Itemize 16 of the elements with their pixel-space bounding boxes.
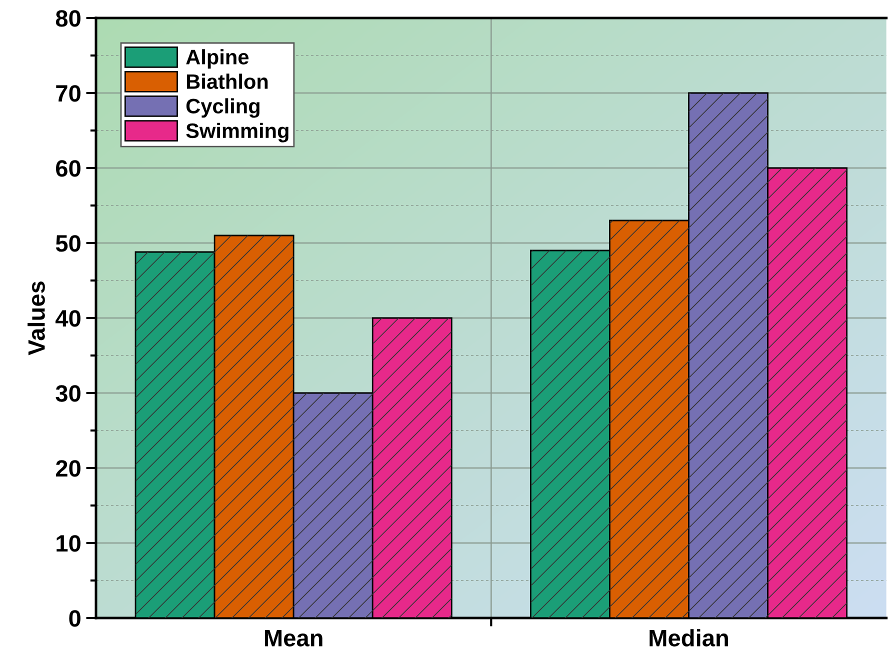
y-axis-title: Values	[28, 282, 45, 356]
y-tick-label: 50	[56, 235, 80, 252]
y-tick-label: 70	[56, 85, 80, 102]
y-tick-label: 0	[69, 610, 80, 627]
legend-label: Swimming	[186, 122, 288, 142]
x-tick-label: Mean	[264, 630, 322, 646]
y-tick-label: 60	[56, 160, 80, 177]
x-tick-label: Median	[650, 629, 728, 646]
y-tick-label: 10	[56, 535, 80, 552]
legend-label: Alpine	[186, 49, 249, 69]
legend-label: Biathlon	[186, 74, 268, 89]
y-tick-label: 80	[56, 10, 80, 27]
legend-label: Cycling	[186, 98, 260, 118]
y-tick-label: 30	[56, 385, 80, 402]
y-tick-label: 40	[56, 310, 80, 327]
y-tick-label: 20	[56, 460, 80, 477]
